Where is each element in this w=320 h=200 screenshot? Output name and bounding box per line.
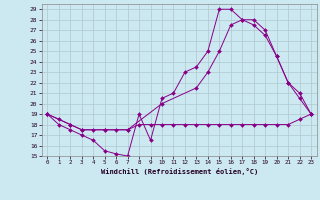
- X-axis label: Windchill (Refroidissement éolien,°C): Windchill (Refroidissement éolien,°C): [100, 168, 258, 175]
